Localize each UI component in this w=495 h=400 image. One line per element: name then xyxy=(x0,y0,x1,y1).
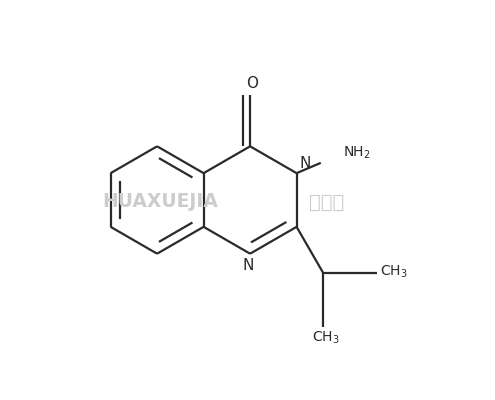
Text: O: O xyxy=(246,76,258,91)
Text: CH$_3$: CH$_3$ xyxy=(312,330,340,346)
Text: N: N xyxy=(243,258,254,273)
Text: NH$_2$: NH$_2$ xyxy=(343,145,370,162)
Text: CH$_3$: CH$_3$ xyxy=(380,264,407,280)
Text: 化学加: 化学加 xyxy=(309,192,344,212)
Text: N: N xyxy=(299,156,311,171)
Text: HUAXUEJIA: HUAXUEJIA xyxy=(102,192,218,212)
